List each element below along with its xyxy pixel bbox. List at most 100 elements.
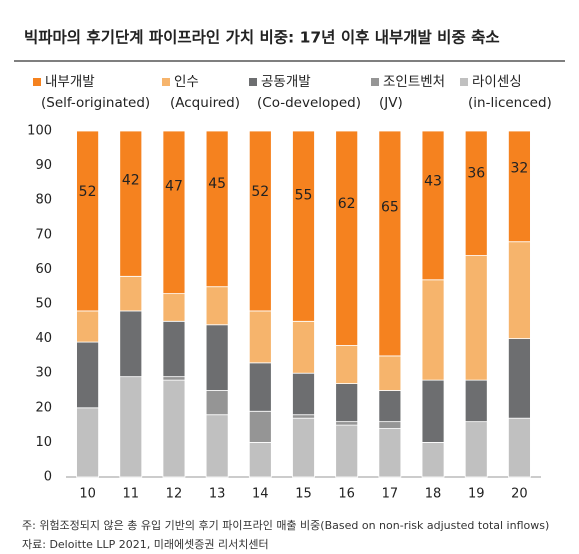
- data-label: 52: [79, 184, 97, 200]
- bar-segment: [335, 383, 359, 423]
- x-tick-label: 20: [511, 487, 528, 502]
- data-label: 52: [251, 184, 269, 200]
- bar-segment: [292, 417, 315, 478]
- bar-segment: [508, 417, 531, 478]
- bar-segment: [162, 130, 186, 295]
- bar-segment: [76, 130, 99, 312]
- bar-segment: [335, 345, 359, 384]
- x-tick-label: 19: [468, 487, 485, 502]
- bar-segment: [162, 376, 186, 381]
- legend-label-en: (in-licenced): [468, 95, 552, 111]
- bar-segment: [76, 341, 99, 409]
- x-tick-label: 15: [295, 487, 312, 502]
- bar-segment: [205, 414, 229, 478]
- data-label: 36: [467, 165, 485, 181]
- y-tick-label: 50: [35, 297, 52, 312]
- y-tick-label: 60: [35, 262, 52, 277]
- y-tick-label: 80: [35, 193, 52, 208]
- bar-segment: [205, 130, 229, 288]
- bar-segment: [119, 130, 143, 277]
- bar-segment: [464, 421, 488, 478]
- bar-segment: [162, 379, 186, 478]
- footnote: 주: 위험조정되지 않은 총 유입 기반의 후기 파이프라인 매출 비중(Bas…: [22, 519, 549, 532]
- legend-label-en: (Self-originated): [41, 95, 150, 111]
- data-label: 47: [165, 178, 183, 194]
- data-label: 65: [381, 199, 399, 215]
- source: 자료: Deloitte LLP 2021, 미래에셋증권 리서치센터: [22, 538, 269, 551]
- legend-label-en: (JV): [379, 95, 403, 111]
- legend-swatch: [460, 78, 468, 86]
- legend-label-en: (Acquired): [170, 95, 240, 111]
- legend-swatch: [249, 78, 257, 86]
- x-tick-label: 16: [338, 487, 355, 502]
- bar-segment: [421, 279, 445, 381]
- x-tick-label: 18: [425, 487, 442, 502]
- legend-swatch: [162, 78, 170, 86]
- x-tick-label: 13: [209, 487, 226, 502]
- bar-segment: [248, 130, 272, 312]
- y-tick-label: 30: [35, 366, 52, 381]
- y-tick-label: 90: [35, 158, 52, 173]
- bar-segment: [248, 441, 272, 478]
- y-tick-label: 70: [35, 227, 52, 242]
- legend-swatch: [371, 78, 379, 86]
- bar-segment: [76, 407, 99, 478]
- bar-segment: [248, 410, 272, 443]
- legend-swatch: [33, 78, 41, 86]
- bar-segment: [162, 320, 186, 378]
- bar-segment: [205, 390, 229, 416]
- bar-segment: [205, 324, 229, 391]
- bar-segment: [335, 421, 359, 426]
- bar-segment: [421, 441, 445, 478]
- bar-segment: [508, 338, 531, 419]
- legend-label: 조인트벤처: [383, 74, 445, 90]
- legend-label: 인수: [174, 74, 199, 90]
- x-tick-label: 17: [382, 487, 399, 502]
- bar-segment: [292, 320, 315, 374]
- bar-segment: [119, 310, 143, 378]
- bar-segment: [378, 421, 402, 429]
- bar-segment: [464, 379, 488, 423]
- y-tick-label: 10: [35, 435, 52, 450]
- bar-segment: [508, 130, 531, 243]
- data-label: 43: [424, 174, 442, 190]
- bar-segment: [378, 428, 402, 478]
- bar-segment: [292, 414, 315, 419]
- bar-segment: [378, 355, 402, 391]
- y-tick-label: 20: [35, 400, 52, 415]
- data-label: 62: [338, 196, 356, 212]
- legend-label: 라이센싱: [472, 74, 522, 90]
- data-label: 42: [122, 172, 140, 188]
- bar-segment: [508, 241, 531, 339]
- bar-segment: [335, 424, 359, 478]
- bar-segment: [292, 372, 315, 416]
- data-label: 45: [208, 176, 226, 192]
- y-tick-label: 100: [27, 124, 52, 139]
- bar-segment: [464, 130, 488, 256]
- data-label: 32: [510, 161, 528, 177]
- bar-segment: [248, 362, 272, 412]
- bar-segment: [248, 310, 272, 364]
- x-tick-label: 14: [252, 487, 269, 502]
- x-tick-label: 12: [166, 487, 183, 502]
- legend-label-en: (Co-developed): [257, 95, 361, 111]
- bar-segment: [292, 130, 315, 322]
- bar-segment: [378, 130, 402, 357]
- bar-segment: [119, 376, 143, 478]
- bar-segment: [421, 379, 445, 443]
- bar-segment: [421, 130, 445, 281]
- bar-segment: [335, 130, 359, 346]
- bar-segment: [119, 275, 143, 312]
- bar-segment: [76, 310, 99, 343]
- x-tick-label: 11: [122, 487, 139, 502]
- bar-segment: [464, 255, 488, 381]
- chart-title: 빅파마의 후기단계 파이프라인 가치 비중: 17년 이후 내부개발 비중 축소: [24, 28, 500, 47]
- bar-segment: [162, 293, 186, 322]
- y-tick-label: 0: [44, 470, 52, 485]
- x-tick-label: 10: [79, 487, 96, 502]
- legend-label: 공동개발: [261, 74, 311, 90]
- bar-segment: [378, 390, 402, 423]
- y-tick-label: 40: [35, 331, 52, 346]
- bar-segment: [205, 286, 229, 326]
